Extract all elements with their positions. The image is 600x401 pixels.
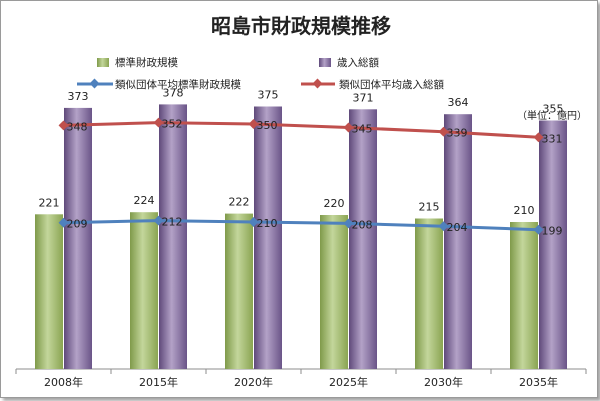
line-similar-total-revenue xyxy=(63,121,539,139)
data-label-standard-scale: 222 xyxy=(229,196,250,209)
bar-total-revenue xyxy=(444,114,472,369)
legend-label-similar-total-revenue: 類似団体平均歳入総額 xyxy=(339,78,444,91)
x-tick-label: 2035年 xyxy=(519,375,558,389)
bar-standard-scale xyxy=(35,214,63,369)
plot-area: 2008年 2015年 2020年 2025年 2030年 2035年 221 224 222 2… xyxy=(15,86,587,389)
legend-swatch-standard-scale xyxy=(97,58,109,67)
data-label-standard-scale: 215 xyxy=(419,201,440,214)
bar-standard-scale xyxy=(320,215,348,369)
bar-total-revenue xyxy=(254,106,282,369)
chart-title: 昭島市財政規模推移 xyxy=(211,14,391,38)
unit-label: （単位：億円） xyxy=(517,109,587,122)
x-tick-label: 2030年 xyxy=(424,375,463,389)
data-label-similar-standard-scale: 210 xyxy=(257,217,278,230)
data-label-similar-total-revenue: 348 xyxy=(67,120,88,133)
point-similar-standard-scale xyxy=(343,218,354,229)
point-similar-total-revenue xyxy=(153,117,164,128)
bar-total-revenue xyxy=(64,107,92,370)
data-label-similar-total-revenue: 331 xyxy=(542,132,563,145)
legend-swatch-total-revenue xyxy=(319,58,331,67)
point-similar-standard-scale xyxy=(58,217,69,228)
bar-standard-scale xyxy=(130,212,158,369)
data-label-total-revenue: 364 xyxy=(448,96,469,109)
point-similar-standard-scale xyxy=(438,221,449,232)
data-label-standard-scale: 220 xyxy=(324,197,345,210)
bar-standard-scale xyxy=(510,222,538,369)
point-similar-total-revenue xyxy=(58,120,69,131)
bar-total-revenue xyxy=(539,120,567,369)
legend-label-total-revenue: 歳入総額 xyxy=(337,56,379,69)
point-similar-total-revenue xyxy=(533,132,544,143)
data-label-similar-total-revenue: 352 xyxy=(162,118,183,131)
bar-standard-scale xyxy=(415,218,443,369)
x-tick-label: 2015年 xyxy=(139,375,178,389)
data-label-standard-scale: 221 xyxy=(39,196,60,209)
data-label-similar-total-revenue: 339 xyxy=(447,127,468,140)
data-label-standard-scale: 224 xyxy=(134,194,155,207)
data-label-similar-standard-scale: 204 xyxy=(447,221,468,234)
data-label-similar-standard-scale: 199 xyxy=(542,225,563,238)
bar-standard-scale xyxy=(225,213,253,369)
bar-total-revenue xyxy=(349,109,377,370)
legend-label-standard-scale: 標準財政規模 xyxy=(115,56,178,69)
point-similar-total-revenue xyxy=(438,126,449,137)
data-label-total-revenue: 373 xyxy=(68,90,89,103)
data-label-similar-total-revenue: 345 xyxy=(352,123,373,136)
point-similar-standard-scale xyxy=(153,215,164,226)
legend-marker-similar-standard-scale xyxy=(89,78,100,89)
data-label-similar-standard-scale: 212 xyxy=(162,216,183,229)
data-label-similar-standard-scale: 208 xyxy=(352,218,373,231)
point-similar-total-revenue xyxy=(248,119,259,129)
line-similar-standard-scale xyxy=(63,219,539,232)
x-tick-label: 2008年 xyxy=(44,375,83,389)
bar-total-revenue xyxy=(159,104,187,370)
point-similar-standard-scale xyxy=(248,217,259,227)
legend: 標準財政規模 歳入総額 類似団体平均標準財政規模 類似団体平均歳入総額 xyxy=(77,56,444,91)
legend-label-similar-standard-scale: 類似団体平均標準財政規模 xyxy=(115,78,241,91)
data-label-total-revenue: 355 xyxy=(543,103,564,116)
data-label-similar-total-revenue: 350 xyxy=(257,119,278,132)
x-tick-label: 2020年 xyxy=(234,375,273,389)
data-label-standard-scale: 210 xyxy=(514,204,535,217)
point-similar-standard-scale xyxy=(533,224,544,235)
data-label-total-revenue: 378 xyxy=(163,86,184,99)
data-label-similar-standard-scale: 209 xyxy=(67,218,88,231)
data-label-total-revenue: 371 xyxy=(353,91,374,104)
legend-marker-similar-total-revenue xyxy=(312,78,323,89)
x-tick-label: 2025年 xyxy=(329,375,368,389)
data-label-total-revenue: 375 xyxy=(258,89,279,102)
